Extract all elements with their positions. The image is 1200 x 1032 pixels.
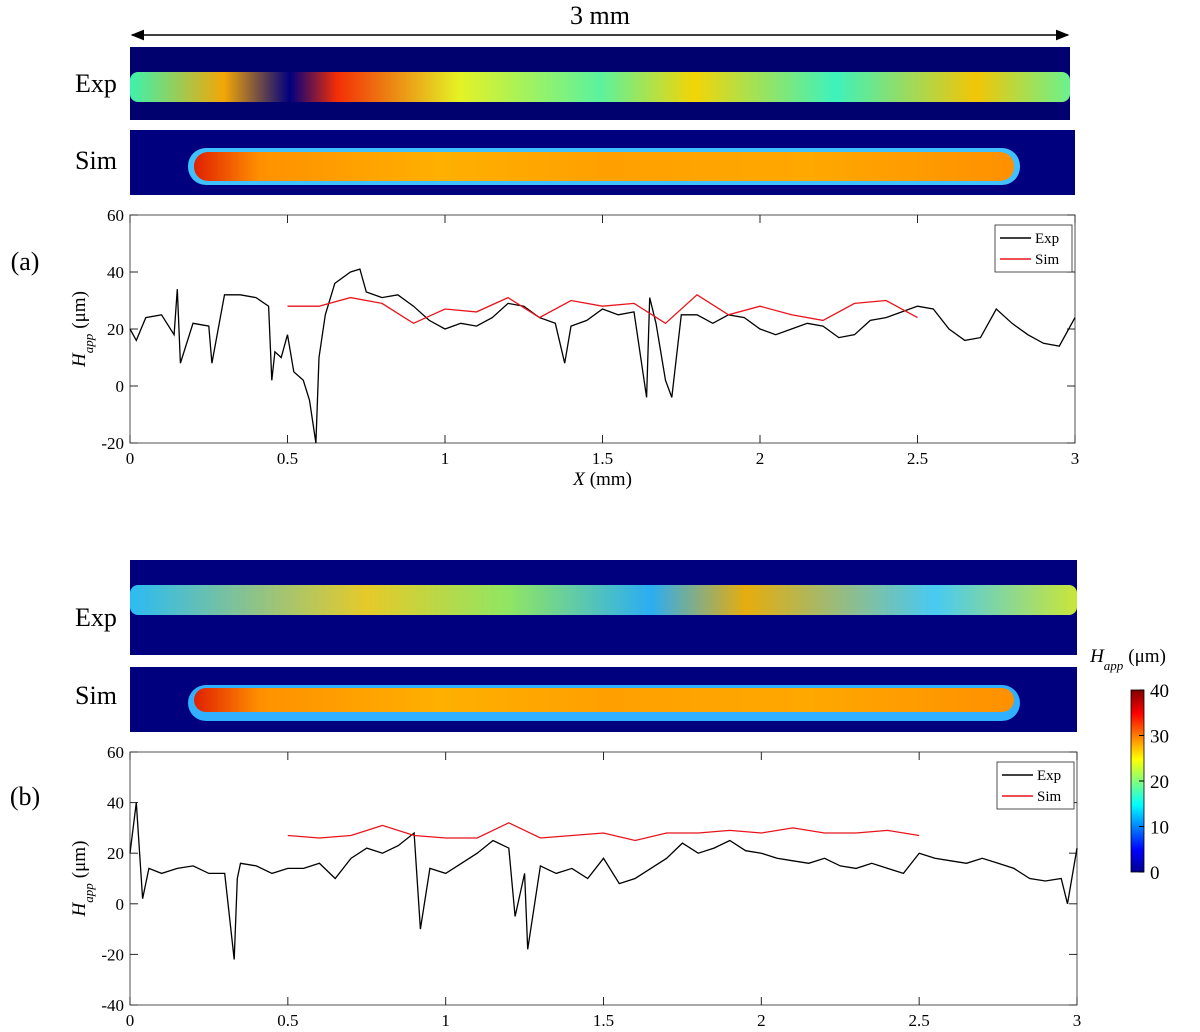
y-tick-label: 0 — [116, 377, 125, 396]
y-tick-label: 0 — [116, 895, 125, 914]
legend-label: Exp — [1037, 768, 1061, 784]
series-line — [129, 802, 1078, 960]
y-tick-label: 40 — [107, 263, 124, 282]
x-tick-label: 3 — [1071, 449, 1080, 468]
scale-label: 3 mm — [570, 1, 630, 30]
label-unit: (μm) — [69, 291, 90, 329]
colorbar-tick-label: 0 — [1150, 863, 1160, 884]
series-line — [287, 293, 918, 325]
legend — [994, 224, 1073, 273]
plot-area — [129, 751, 1078, 1006]
x-tick-label: 1 — [441, 449, 450, 468]
series-line — [287, 822, 920, 842]
x-tick-label: 1 — [441, 1011, 450, 1030]
plot-area — [129, 214, 1076, 444]
label-subscript: app — [81, 883, 96, 903]
y-tick-label: 20 — [107, 844, 124, 863]
image-exp-b — [130, 560, 1077, 655]
label-subscript: app — [81, 333, 96, 353]
x-tick-label: 2.5 — [909, 1011, 930, 1030]
x-axis-label: X(mm) — [572, 469, 632, 490]
label-symbol: X — [572, 469, 586, 490]
label-subscript: app — [1104, 658, 1124, 673]
image-exp-a — [130, 47, 1070, 120]
x-tick-label: 2 — [756, 449, 765, 468]
x-tick-label: 1.5 — [592, 449, 613, 468]
x-tick-label: 2.5 — [907, 449, 928, 468]
y-tick-label: 60 — [107, 743, 124, 762]
x-tick-label: 1.5 — [593, 1011, 614, 1030]
y-tick-label: 40 — [107, 794, 124, 813]
colorbar-tick-label: 40 — [1150, 681, 1169, 702]
legend-label: Sim — [1037, 789, 1062, 805]
panel-label: (a) — [11, 247, 40, 276]
x-tick-label: 3 — [1073, 1011, 1082, 1030]
y-axis-label: Happ (μm) — [69, 291, 96, 368]
x-tick-label: 0.5 — [277, 1011, 298, 1030]
panel-label: (b) — [10, 782, 40, 811]
image-label: Exp — [75, 69, 117, 98]
legend-label: Sim — [1035, 252, 1060, 268]
x-tick-label: 2 — [757, 1011, 766, 1030]
image-sim-b — [130, 667, 1077, 732]
x-tick-label: 0.5 — [277, 449, 298, 468]
legend-label: Exp — [1035, 231, 1059, 247]
image-label: Exp — [75, 603, 117, 632]
legend — [996, 761, 1075, 810]
y-tick-label: -20 — [101, 434, 124, 453]
label-unit: (μm) — [1128, 646, 1166, 667]
y-tick-label: 20 — [107, 320, 124, 339]
label-symbol: H — [69, 901, 90, 917]
y-axis-label: Happ (μm) — [69, 841, 96, 918]
y-tick-label: 60 — [107, 206, 124, 225]
colorbar-tick-label: 30 — [1150, 727, 1169, 748]
image-label: Sim — [75, 146, 117, 175]
label-symbol: H — [69, 352, 90, 368]
label-symbol: H — [1089, 646, 1105, 667]
x-tick-label: 0 — [126, 1011, 135, 1030]
colorbar-tick-label: 10 — [1150, 818, 1169, 839]
x-tick-label: 0 — [126, 449, 135, 468]
label-unit: (mm) — [590, 469, 632, 490]
colorbar-tick-label: 20 — [1150, 772, 1169, 793]
y-tick-label: -20 — [101, 945, 124, 964]
y-tick-label: -40 — [101, 996, 124, 1015]
image-label: Sim — [75, 681, 117, 710]
label-unit: (μm) — [69, 841, 90, 879]
image-sim-a — [130, 130, 1075, 195]
colorbar-label: Happ (μm) — [1089, 646, 1166, 673]
